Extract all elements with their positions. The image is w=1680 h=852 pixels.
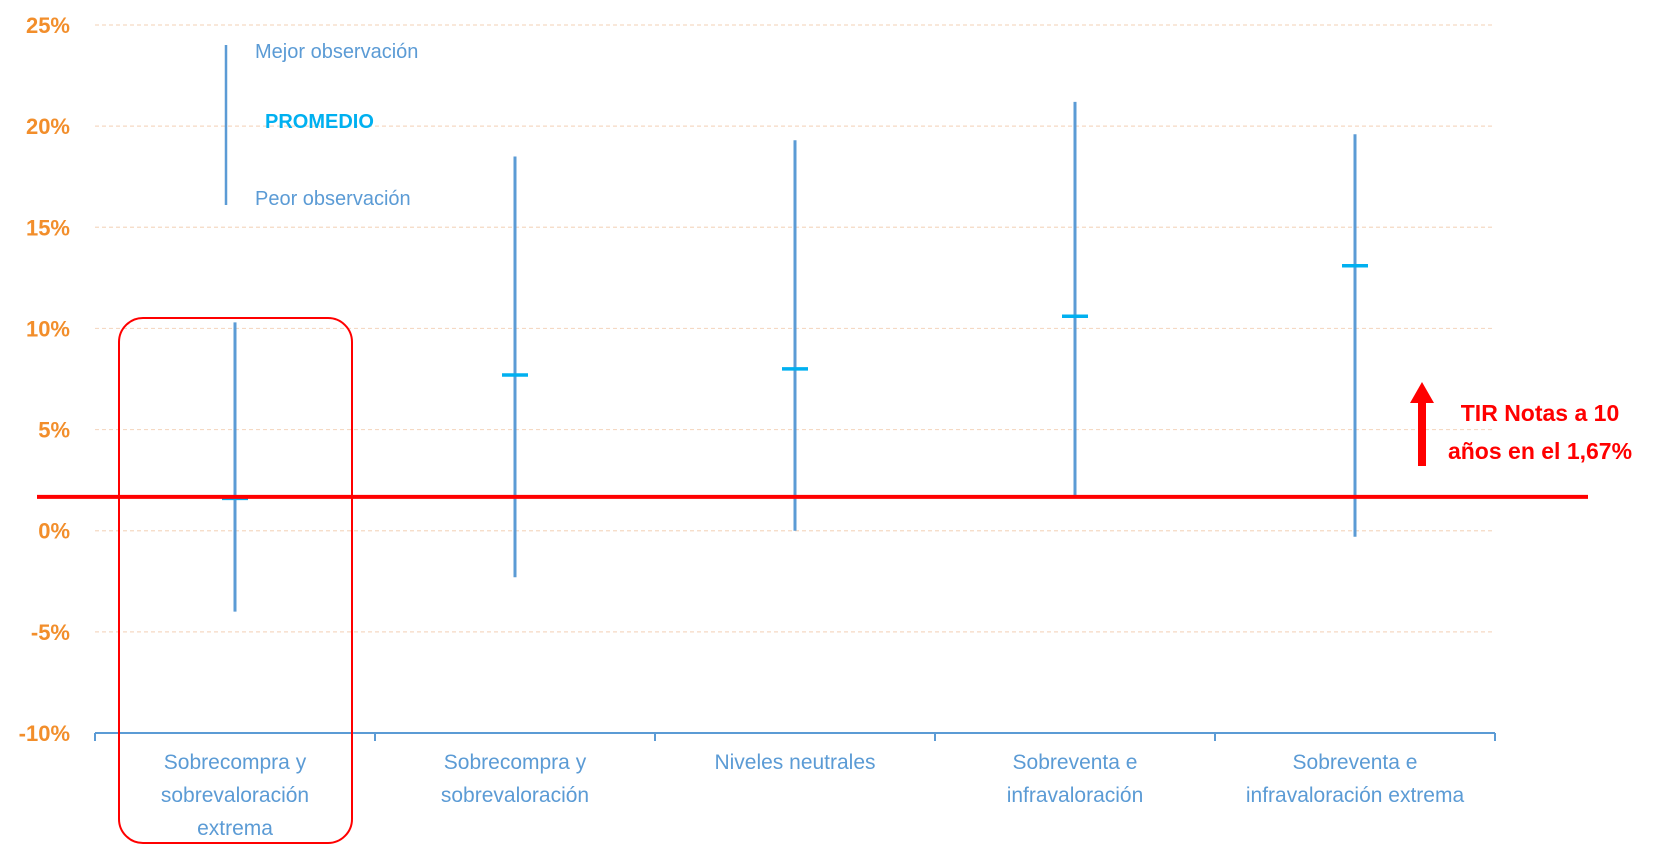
up-arrow-icon: [1410, 382, 1434, 466]
category-label: Sobrecompra y: [444, 751, 587, 774]
y-tick-label: 15%: [26, 215, 70, 240]
category-label: Sobrecompra y: [164, 751, 307, 774]
range-bars: [233, 101, 1357, 612]
annotation-line-2: años en el 1,67%: [1448, 438, 1632, 464]
annotation-line-1: TIR Notas a 10: [1461, 400, 1620, 426]
y-axis-ticks: 25% 20% 15% 10% 5% 0% -5% -10%: [19, 13, 70, 746]
category-label: Niveles neutrales: [714, 751, 875, 774]
category-label: Sobreventa e: [1293, 751, 1418, 774]
highlight-box: [118, 317, 353, 844]
y-tick-label: -10%: [19, 721, 70, 746]
y-tick-label: 20%: [26, 114, 70, 139]
legend-worst-label: Peor observación: [255, 188, 411, 210]
category-label: Sobreventa e: [1013, 751, 1138, 774]
y-tick-label: 10%: [26, 316, 70, 341]
annotation: TIR Notas a 10 años en el 1,67%: [1410, 382, 1632, 466]
y-tick-label: 0%: [38, 519, 70, 544]
legend: Mejor observación PROMEDIO Peor observac…: [224, 41, 418, 210]
y-tick-label: 25%: [26, 13, 70, 38]
y-tick-label: -5%: [31, 620, 70, 645]
x-axis: [94, 732, 1496, 741]
y-tick-label: 5%: [38, 418, 70, 443]
category-label: sobrevaloración: [441, 784, 589, 807]
legend-average-label: PROMEDIO: [265, 111, 374, 133]
category-label: infravaloración extrema: [1246, 784, 1465, 807]
category-label: sobrevaloración: [161, 784, 309, 807]
category-label: infravaloración: [1007, 784, 1144, 807]
legend-best-label: Mejor observación: [255, 41, 418, 63]
category-label: extrema: [197, 817, 273, 840]
category-labels: Sobrecompra y sobrevaloración extrema Sobre…: [161, 751, 1465, 840]
highlight-rect: [118, 317, 353, 844]
